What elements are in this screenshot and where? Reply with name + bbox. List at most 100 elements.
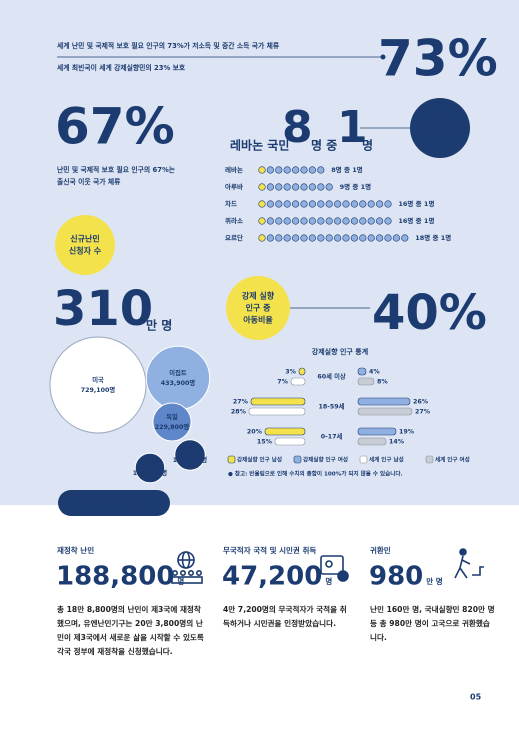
dot: [401, 234, 409, 242]
dot: [266, 217, 275, 225]
label: 이집트: [169, 368, 187, 377]
label: 15%: [257, 439, 273, 446]
bubble: [174, 439, 206, 471]
dot: [275, 166, 283, 174]
dot: [325, 217, 333, 225]
label: 퀴라소: [225, 216, 243, 225]
section-button: [58, 490, 170, 516]
badge: [226, 276, 290, 340]
label: 0-17세: [321, 432, 343, 441]
description: 총 18만 8,800명의 난민이 제3국에 재정착했으며, 유엔난민기구는 2…: [57, 605, 204, 656]
dot: [283, 166, 291, 174]
dot: [342, 200, 350, 208]
dot: [384, 234, 392, 242]
headline: 67%: [55, 98, 175, 156]
label: 14%: [389, 439, 405, 446]
label: 귀환민: [370, 545, 391, 555]
label: 강제실향 인구 통계: [312, 347, 368, 356]
dot: [317, 234, 325, 242]
legend-swatch: [425, 455, 434, 464]
label: 최대 난민: [424, 117, 456, 127]
label: 무국적자 국적 및 시민권 취득: [223, 545, 316, 555]
label: 캐나다: [181, 445, 199, 454]
legend-label: 강제실향 인구 여성: [303, 456, 348, 464]
label: 20%: [247, 429, 263, 436]
dot: [258, 200, 266, 208]
label: 명: [177, 576, 184, 586]
dot: [367, 200, 375, 208]
dot: [367, 234, 375, 242]
badge: [55, 215, 115, 275]
connector-dot: [380, 54, 386, 60]
headline: 40%: [372, 285, 487, 341]
label: 18-59세: [319, 402, 345, 411]
label: 강제 실향: [242, 291, 275, 301]
dot: [292, 183, 300, 191]
bar: [264, 427, 306, 436]
dot: [342, 217, 350, 225]
bar: [357, 397, 411, 406]
label: 9명 중 1명: [340, 182, 372, 191]
dot: [300, 217, 308, 225]
label: 레바논: [225, 165, 243, 174]
label: 8%: [377, 379, 388, 386]
dot: [342, 234, 350, 242]
dot: [308, 166, 317, 174]
headline: 1: [337, 102, 368, 153]
dot: [317, 217, 325, 225]
label: 차드: [225, 199, 237, 208]
label: 2024년 주요 성과: [84, 497, 145, 507]
dot: [258, 166, 266, 174]
label: 8명 중 1명: [331, 165, 363, 174]
metric: 980: [369, 562, 423, 592]
dot: [359, 217, 367, 225]
label: 레바논 국민: [230, 138, 289, 153]
bar: [357, 377, 375, 386]
bubble: [134, 452, 166, 484]
label: 아동비율: [243, 315, 273, 325]
dot: [258, 217, 266, 225]
label: 명 중: [311, 139, 337, 153]
label: 명: [362, 139, 373, 153]
headline: 73%: [378, 30, 498, 88]
dot: [275, 234, 283, 242]
bar: [357, 427, 397, 436]
bar: [298, 367, 306, 376]
label: 19%: [399, 429, 415, 436]
label: 4%: [369, 369, 380, 376]
label: 세계 최빈국이 세계 강제실향민의 23% 보호: [57, 63, 186, 72]
label: 신청자 수: [69, 246, 102, 256]
dot: [266, 166, 275, 174]
dot: [283, 234, 291, 242]
dot: [308, 234, 317, 242]
label: 167,400명: [133, 468, 168, 477]
headline: 310: [53, 281, 153, 337]
metric: 188,800: [56, 562, 174, 592]
label: 26%: [413, 399, 429, 406]
dot: [317, 166, 325, 174]
label: 아루바: [225, 182, 243, 191]
bar: [357, 367, 367, 376]
icons: [171, 548, 484, 584]
dot: [359, 200, 367, 208]
bar: [357, 437, 387, 446]
bar: [248, 407, 306, 416]
dot: [300, 234, 308, 242]
badge: [410, 98, 470, 158]
label: 16명 중 1명: [398, 199, 434, 208]
dot: [258, 234, 266, 242]
dot: [300, 183, 308, 191]
label: 미국: [92, 375, 104, 384]
description: 난민 160만 명, 국내실향민 820만 명 등 총 980만 명이 고국으로…: [370, 605, 495, 642]
headline: 8: [282, 102, 313, 153]
dot: [317, 183, 325, 191]
dot: [283, 200, 291, 208]
label: 독일: [166, 412, 178, 421]
dot: [292, 234, 300, 242]
label: 만 명: [146, 318, 172, 333]
dot: [283, 217, 291, 225]
bubble: [145, 345, 211, 411]
dot: [292, 166, 300, 174]
dot: [275, 200, 283, 208]
